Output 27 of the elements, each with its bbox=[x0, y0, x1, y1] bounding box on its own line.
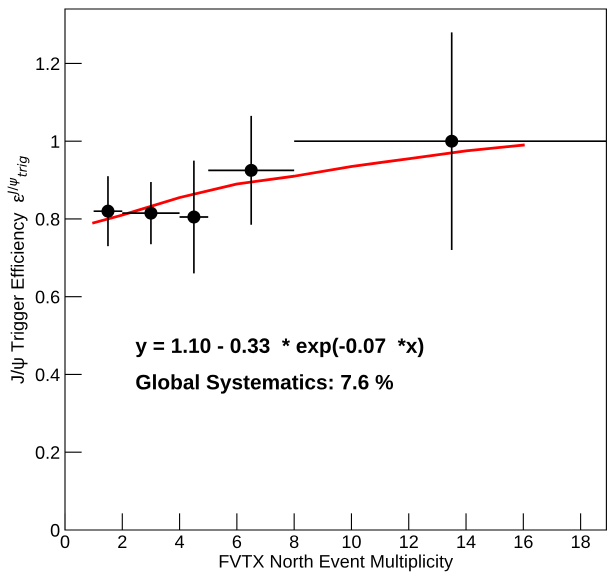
point bbox=[187, 210, 200, 224]
x-tick-label: 6 bbox=[232, 535, 242, 548]
point bbox=[144, 206, 158, 220]
annotation: y = 1.10 - 0.33 * exp(-0.07 *x) bbox=[136, 338, 424, 358]
line-series bbox=[92, 144, 525, 224]
x-tick-label: 8 bbox=[290, 535, 298, 548]
x-tick-label: 14 bbox=[457, 536, 476, 548]
x-tick-label: 4 bbox=[174, 536, 184, 548]
y-tick-label: 0.2 bbox=[36, 446, 60, 459]
y-axis-title: J/ψ Trigger Efficiency ε$^{J/ψ}$$_{trig}$ bbox=[8, 156, 30, 384]
x-tick-label: 0 bbox=[60, 535, 70, 548]
point bbox=[445, 134, 458, 148]
point bbox=[101, 204, 114, 218]
annotation: Global Systematics: 7.6 % bbox=[136, 374, 394, 394]
y-tick-label: 0 bbox=[50, 524, 60, 537]
y-tick-label: 0.6 bbox=[36, 290, 60, 304]
x-tick-label: 2 bbox=[118, 535, 126, 548]
x-tick-label: 16 bbox=[514, 535, 533, 548]
x-tick-label: 18 bbox=[572, 535, 590, 548]
x-tick-label: 12 bbox=[400, 535, 418, 548]
y-tick-label: 0.8 bbox=[36, 212, 60, 226]
x-tick-label: 10 bbox=[342, 535, 361, 548]
y-tick-label: 1 bbox=[51, 135, 60, 148]
y-tick-label: 0.4 bbox=[36, 368, 60, 382]
point bbox=[244, 164, 258, 177]
y-tick-label: 1.2 bbox=[36, 57, 60, 70]
x-axis-title: FVTX North Event Multiplicity bbox=[220, 554, 454, 572]
